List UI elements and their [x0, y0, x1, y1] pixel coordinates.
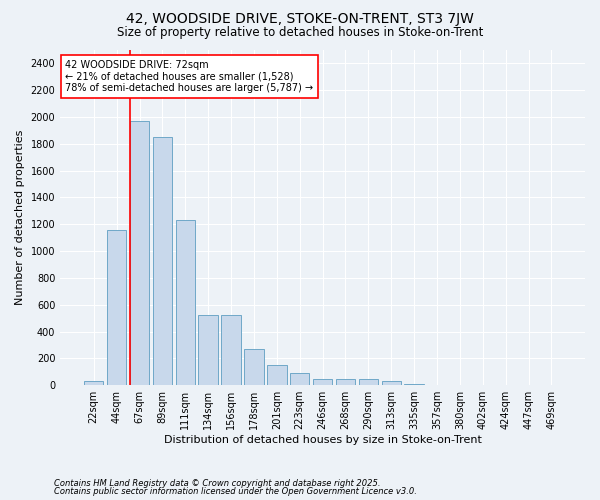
Bar [427, 384, 447, 385]
X-axis label: Distribution of detached houses by size in Stoke-on-Trent: Distribution of detached houses by size … [164, 435, 482, 445]
Bar [107, 230, 127, 385]
Bar [404, 384, 424, 385]
Bar [473, 384, 493, 385]
Y-axis label: Number of detached properties: Number of detached properties [15, 130, 25, 306]
Bar [336, 379, 355, 385]
Bar [290, 373, 310, 385]
Text: Contains HM Land Registry data © Crown copyright and database right 2025.: Contains HM Land Registry data © Crown c… [54, 478, 380, 488]
Bar [450, 384, 470, 385]
Bar [84, 381, 103, 385]
Text: 42 WOODSIDE DRIVE: 72sqm
← 21% of detached houses are smaller (1,528)
78% of sem: 42 WOODSIDE DRIVE: 72sqm ← 21% of detach… [65, 60, 314, 94]
Bar [130, 121, 149, 385]
Bar [359, 379, 378, 385]
Bar [382, 381, 401, 385]
Bar [221, 316, 241, 385]
Text: 42, WOODSIDE DRIVE, STOKE-ON-TRENT, ST3 7JW: 42, WOODSIDE DRIVE, STOKE-ON-TRENT, ST3 … [126, 12, 474, 26]
Bar [176, 220, 195, 385]
Bar [267, 365, 287, 385]
Bar [152, 137, 172, 385]
Bar [313, 379, 332, 385]
Text: Contains public sector information licensed under the Open Government Licence v3: Contains public sector information licen… [54, 487, 417, 496]
Text: Size of property relative to detached houses in Stoke-on-Trent: Size of property relative to detached ho… [117, 26, 483, 39]
Bar [199, 316, 218, 385]
Bar [244, 349, 263, 385]
